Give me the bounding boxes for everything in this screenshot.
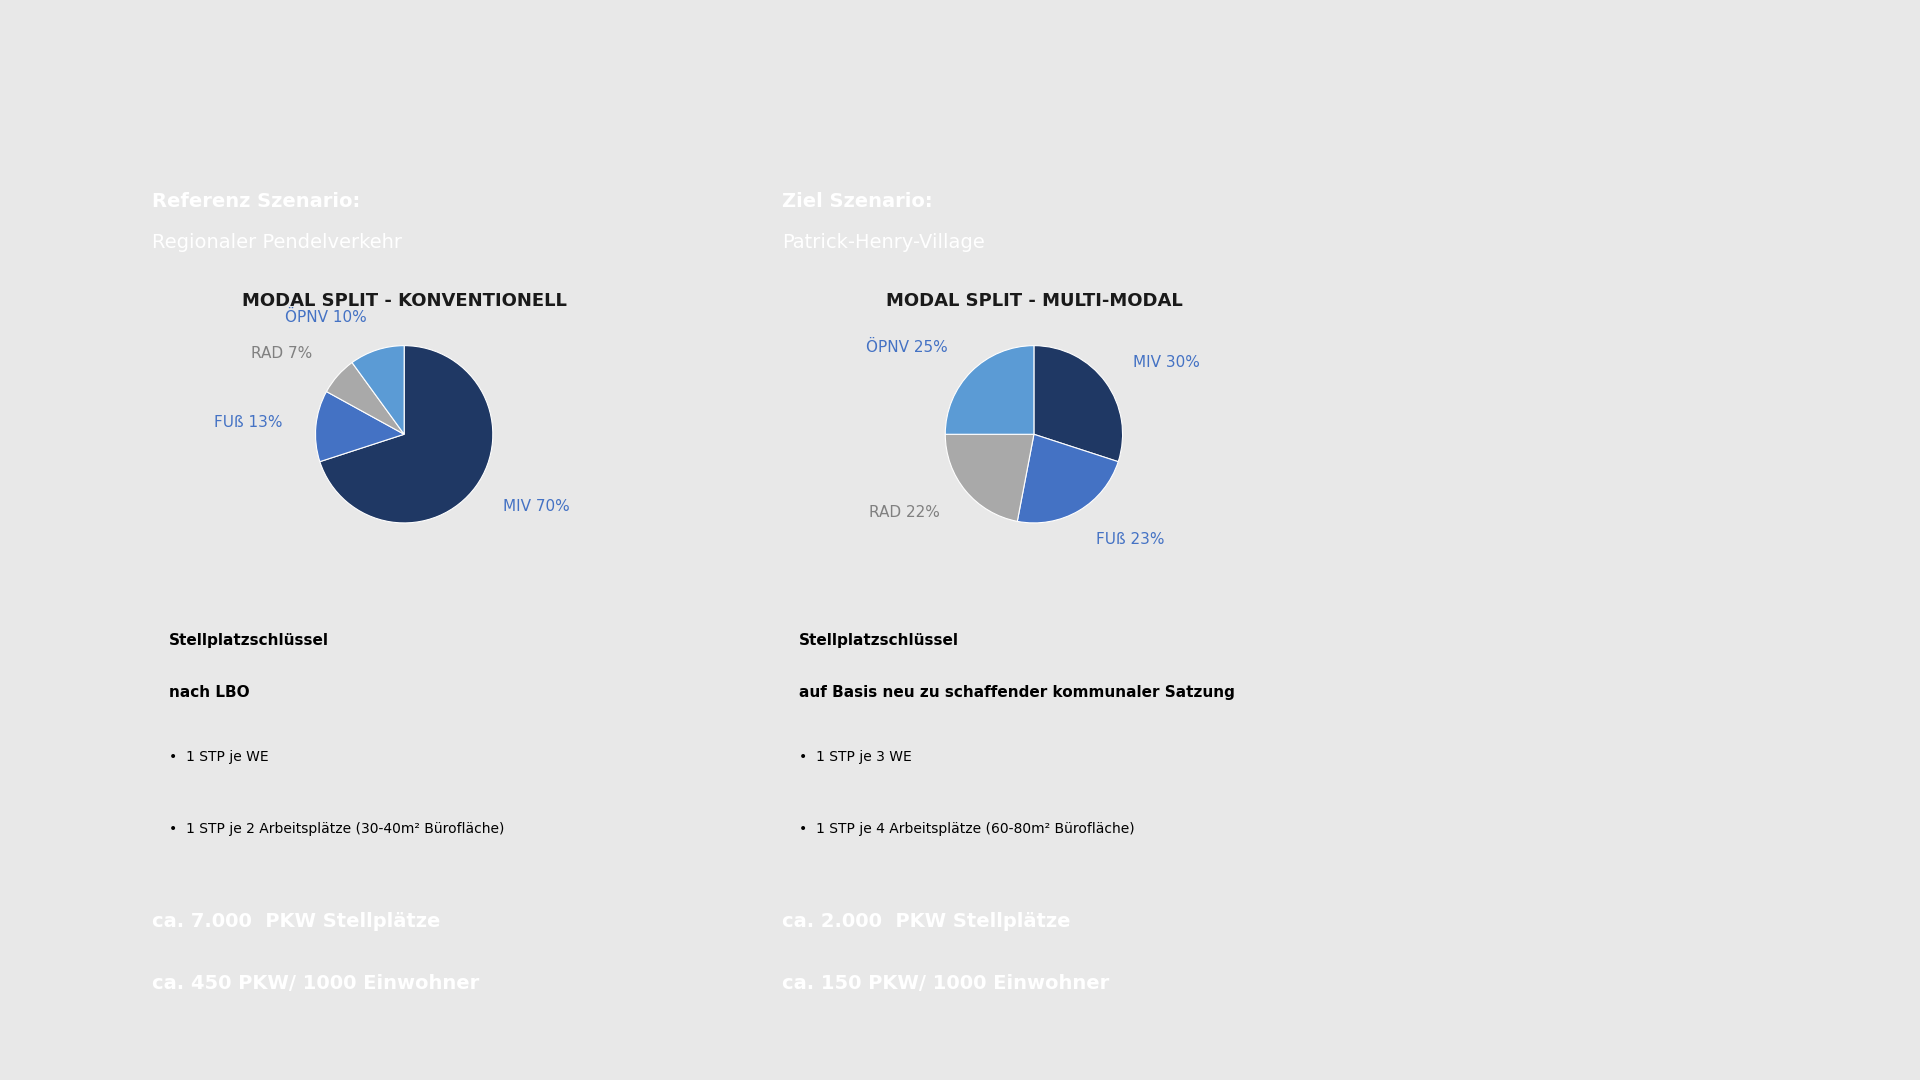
Wedge shape: [945, 346, 1035, 434]
Text: Regionaler Pendelverkehr: Regionaler Pendelverkehr: [152, 233, 403, 253]
Text: ÖPNV 10%: ÖPNV 10%: [284, 310, 367, 325]
Text: Stellplatzschlüssel: Stellplatzschlüssel: [169, 633, 328, 648]
Text: Referenz Szenario:: Referenz Szenario:: [152, 192, 361, 212]
Text: •  1 STP je WE: • 1 STP je WE: [169, 751, 269, 765]
Text: ca. 7.000  PKW Stellplätze: ca. 7.000 PKW Stellplätze: [152, 912, 442, 931]
Wedge shape: [945, 434, 1033, 522]
Text: FUß 13%: FUß 13%: [213, 416, 282, 430]
Wedge shape: [351, 346, 405, 434]
Text: auf Basis neu zu schaffender kommunaler Satzung: auf Basis neu zu schaffender kommunaler …: [799, 686, 1235, 700]
Text: FUß 23%: FUß 23%: [1096, 532, 1165, 548]
Text: MODAL SPLIT - KONVENTIONELL: MODAL SPLIT - KONVENTIONELL: [242, 292, 566, 310]
Wedge shape: [315, 392, 405, 461]
Text: MODAL SPLIT - MULTI-MODAL: MODAL SPLIT - MULTI-MODAL: [885, 292, 1183, 310]
Text: Ziel Szenario:: Ziel Szenario:: [781, 192, 933, 212]
Text: RAD 7%: RAD 7%: [252, 346, 313, 361]
Wedge shape: [326, 363, 405, 434]
Text: RAD 22%: RAD 22%: [868, 504, 939, 519]
Wedge shape: [1033, 346, 1123, 461]
Text: MIV 70%: MIV 70%: [503, 499, 570, 514]
Text: Patrick-Henry-Village: Patrick-Henry-Village: [781, 233, 985, 253]
Text: •  1 STP je 3 WE: • 1 STP je 3 WE: [799, 751, 912, 765]
Text: •  1 STP je 2 Arbeitsplätze (30-40m² Bürofläche): • 1 STP je 2 Arbeitsplätze (30-40m² Büro…: [169, 822, 505, 836]
Text: nach LBO: nach LBO: [169, 686, 250, 700]
Wedge shape: [1018, 434, 1117, 523]
Text: MIV 30%: MIV 30%: [1133, 355, 1200, 369]
Text: ca. 2.000  PKW Stellplätze: ca. 2.000 PKW Stellplätze: [781, 912, 1071, 931]
Text: Stellplatzschlüssel: Stellplatzschlüssel: [799, 633, 958, 648]
Text: ca. 150 PKW/ 1000 Einwohner: ca. 150 PKW/ 1000 Einwohner: [781, 974, 1110, 994]
Text: ca. 450 PKW/ 1000 Einwohner: ca. 450 PKW/ 1000 Einwohner: [152, 974, 480, 994]
Text: ÖPNV 25%: ÖPNV 25%: [866, 340, 947, 355]
Text: •  1 STP je 4 Arbeitsplätze (60-80m² Bürofläche): • 1 STP je 4 Arbeitsplätze (60-80m² Büro…: [799, 822, 1135, 836]
Wedge shape: [321, 346, 493, 523]
